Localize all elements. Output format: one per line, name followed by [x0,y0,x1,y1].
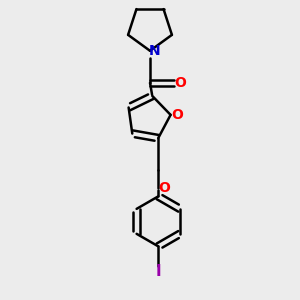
Text: I: I [155,264,161,279]
Text: O: O [175,76,186,90]
Text: O: O [159,181,171,195]
Text: N: N [148,44,160,58]
Text: O: O [172,108,184,122]
